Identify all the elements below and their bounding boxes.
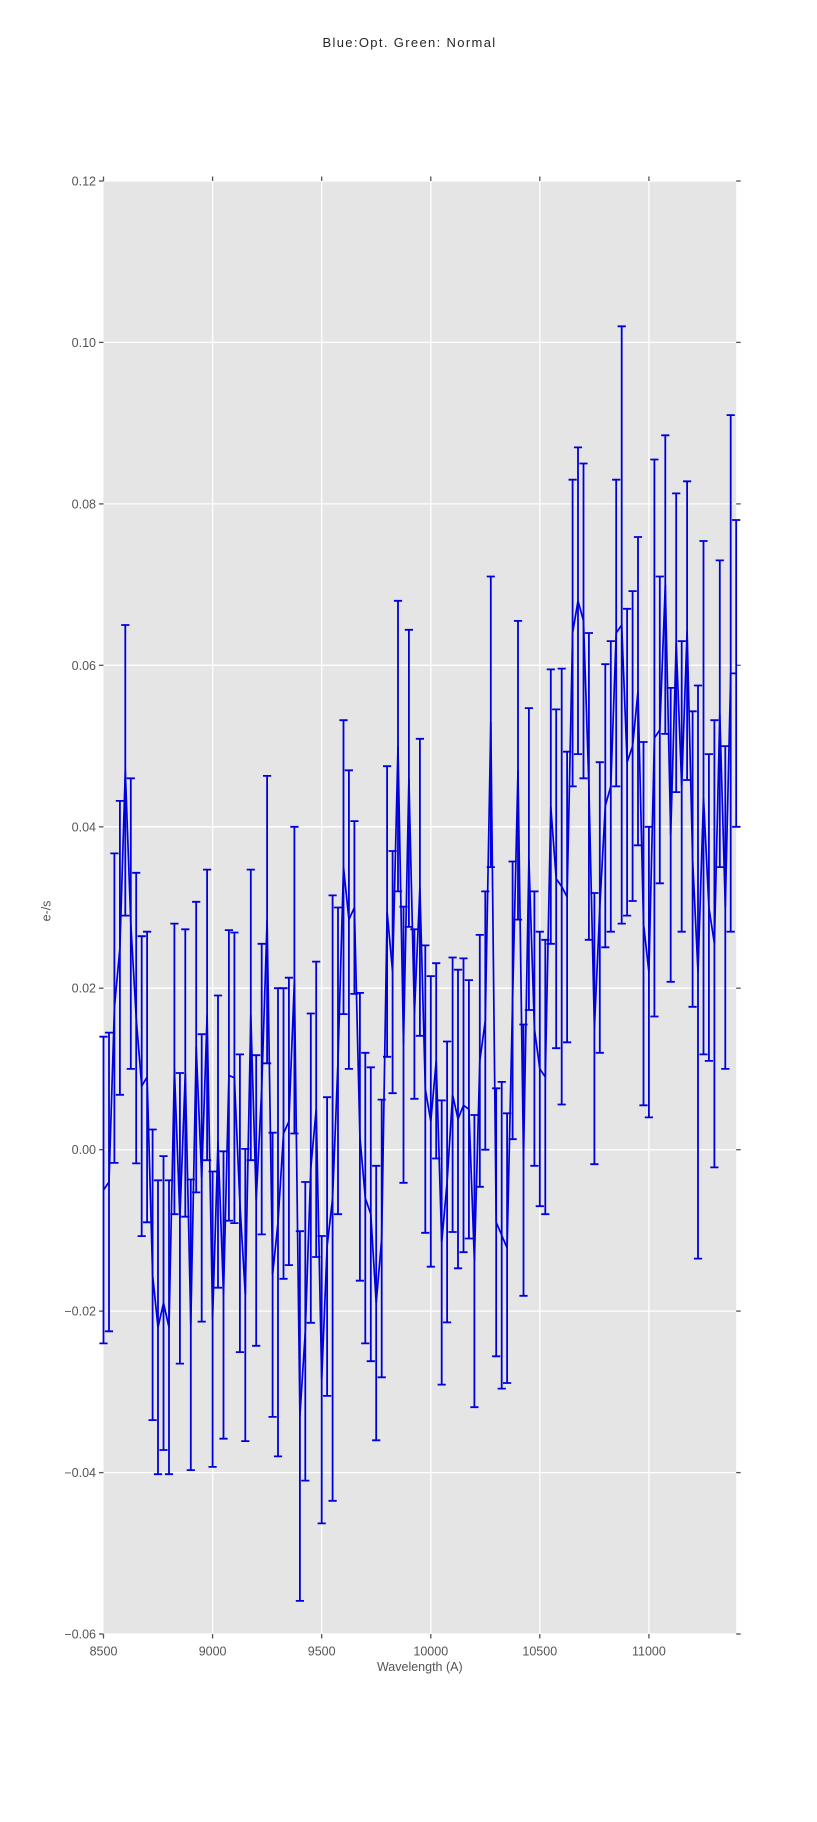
svg-text:0.04: 0.04: [72, 820, 96, 834]
svg-text:9000: 9000: [199, 1645, 227, 1659]
svg-text:−0.02: −0.02: [64, 1305, 96, 1319]
svg-text:0.06: 0.06: [72, 659, 96, 673]
svg-text:9500: 9500: [308, 1645, 336, 1659]
svg-text:0.10: 0.10: [72, 336, 96, 350]
svg-text:0.08: 0.08: [72, 497, 96, 511]
svg-text:8500: 8500: [90, 1645, 118, 1659]
svg-text:10500: 10500: [522, 1645, 557, 1659]
svg-text:0.12: 0.12: [72, 175, 96, 189]
svg-text:0.00: 0.00: [72, 1143, 96, 1157]
svg-text:e-/s: e-/s: [40, 901, 54, 922]
svg-text:Blue:Opt. Green: Normal: Blue:Opt. Green: Normal: [322, 35, 496, 50]
svg-text:Wavelength (A): Wavelength (A): [377, 1660, 463, 1674]
svg-text:0.02: 0.02: [72, 982, 96, 996]
svg-text:11000: 11000: [632, 1645, 666, 1659]
svg-text:10000: 10000: [413, 1645, 448, 1659]
svg-text:−0.06: −0.06: [64, 1628, 96, 1642]
svg-text:−0.04: −0.04: [64, 1466, 96, 1480]
